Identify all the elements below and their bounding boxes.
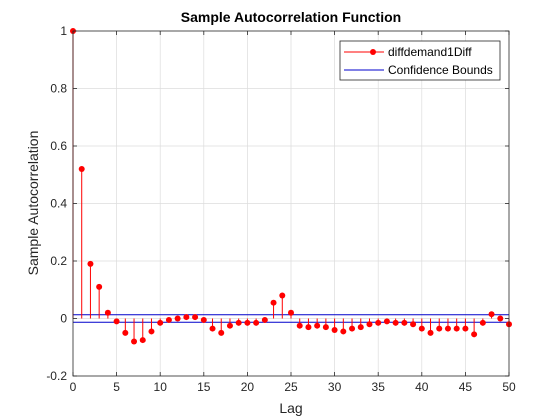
ticks-layer: 0 5 10 15 20 25 30 35 40 45 50-0.200.20.40.60.81 <box>46 24 516 394</box>
acf-point <box>479 319 486 326</box>
acf-point <box>427 329 434 336</box>
acf-point <box>322 324 329 331</box>
acf-point <box>314 322 321 329</box>
y-tick-label: 0.2 <box>50 254 67 268</box>
acf-point <box>331 327 338 333</box>
legend-marker-series <box>370 49 376 55</box>
acf-point <box>410 321 417 328</box>
acf-point <box>148 328 155 335</box>
y-tick-label: 0 <box>60 312 67 326</box>
x-tick-label: 5 <box>113 380 120 394</box>
acf-point <box>366 321 373 328</box>
x-tick-label: 0 <box>70 380 77 394</box>
acf-point <box>104 309 111 316</box>
legend: diffdemand1Diff Confidence Bounds <box>339 40 501 81</box>
acf-point <box>349 325 356 332</box>
acf-point <box>165 316 172 323</box>
x-tick-label: 35 <box>372 380 386 394</box>
acf-point <box>357 324 364 331</box>
y-tick-label: 0.6 <box>50 139 67 153</box>
chart-title: Sample Autocorrelation Function <box>181 9 401 25</box>
x-tick-label: 40 <box>415 380 429 394</box>
x-tick-label: 50 <box>502 380 516 394</box>
x-tick-label: 20 <box>241 380 255 394</box>
acf-point <box>131 338 138 345</box>
acf-point <box>209 325 216 332</box>
y-tick-label: 0.8 <box>50 82 67 96</box>
acf-point <box>436 325 443 332</box>
legend-label-bounds: Confidence Bounds <box>388 63 493 77</box>
acf-point <box>174 315 181 322</box>
acf-point <box>418 325 425 332</box>
acf-point <box>340 328 347 335</box>
acf-point <box>253 319 260 326</box>
x-tick-label: 25 <box>284 380 298 394</box>
acf-point <box>375 319 382 326</box>
acf-point <box>261 316 268 323</box>
acf-point <box>279 292 286 299</box>
x-tick-label: 10 <box>154 380 168 394</box>
acf-point <box>183 314 190 321</box>
x-tick-label: 15 <box>197 380 211 394</box>
x-tick-label: 45 <box>459 380 473 394</box>
acf-point <box>122 329 129 336</box>
acf-point <box>462 325 469 332</box>
y-tick-label: 1 <box>60 24 67 38</box>
legend-box <box>339 40 501 81</box>
acf-point <box>270 299 277 306</box>
acf-point <box>244 319 251 326</box>
acf-point <box>218 329 225 336</box>
legend-label-series: diffdemand1Diff <box>388 45 472 59</box>
acf-point <box>192 314 199 321</box>
acf-point <box>96 283 103 290</box>
acf-point <box>200 316 207 323</box>
acf-point <box>157 319 164 326</box>
acf-point <box>444 325 451 332</box>
acf-point <box>305 324 312 331</box>
y-axis-label: Sample Autocorrelation <box>25 131 41 276</box>
x-tick-label: 30 <box>328 380 342 394</box>
x-axis-label: Lag <box>279 400 302 416</box>
acf-point <box>383 318 390 325</box>
acf-point <box>296 322 303 329</box>
acf-point <box>226 322 233 329</box>
acf-point <box>401 319 408 326</box>
acf-point <box>453 325 460 332</box>
markers-layer <box>70 28 512 345</box>
acf-point <box>488 311 495 318</box>
acf-point <box>497 315 504 322</box>
acf-point <box>87 260 94 267</box>
acf-point <box>471 331 478 338</box>
acf-point <box>392 319 399 326</box>
acf-point <box>78 166 85 172</box>
acf-point <box>288 309 294 316</box>
acf-point <box>139 337 146 344</box>
acf-point <box>113 318 120 325</box>
y-tick-label: -0.2 <box>46 369 67 383</box>
acf-point <box>235 319 242 326</box>
y-tick-label: 0.4 <box>50 197 67 211</box>
